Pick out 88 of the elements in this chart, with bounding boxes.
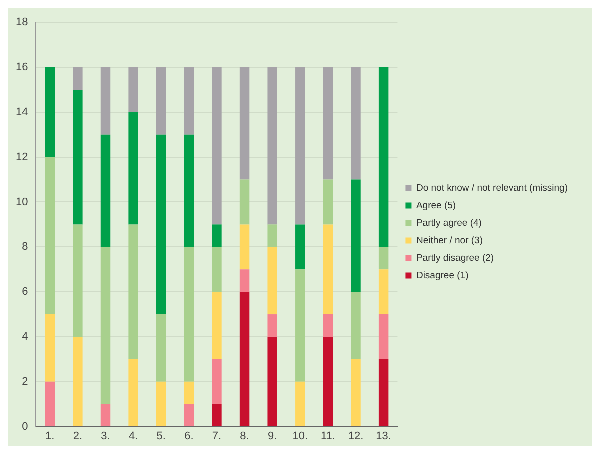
bar xyxy=(212,359,222,404)
bar xyxy=(268,247,278,315)
bar xyxy=(240,292,250,426)
bar xyxy=(212,247,222,292)
x-tick-label: 11. xyxy=(320,430,336,442)
bar xyxy=(378,270,389,315)
bar xyxy=(45,382,56,426)
bar xyxy=(268,336,278,426)
bar xyxy=(128,224,138,360)
bar xyxy=(73,68,83,90)
bar xyxy=(184,382,194,404)
x-tick-label: 9. xyxy=(268,430,278,442)
bar xyxy=(323,314,334,337)
bar xyxy=(351,180,361,292)
y-tick-label: 2 xyxy=(22,376,28,388)
x-tick-label: 6. xyxy=(184,430,194,442)
bar xyxy=(296,68,306,225)
bar xyxy=(212,68,222,225)
bar xyxy=(128,112,138,225)
legend-label: Agree (5) xyxy=(416,200,456,212)
bar xyxy=(351,359,361,426)
bar xyxy=(73,224,83,337)
y-tick-label: 12 xyxy=(16,151,28,164)
bar xyxy=(323,180,334,225)
bar xyxy=(212,224,222,248)
bar xyxy=(351,292,361,360)
y-tick-label: 16 xyxy=(16,62,28,74)
bar xyxy=(296,382,306,426)
bar xyxy=(184,134,194,248)
x-tick-label: 2. xyxy=(73,430,83,442)
bar xyxy=(240,224,250,270)
x-tick-label: 8. xyxy=(240,430,250,442)
bar xyxy=(100,247,111,404)
bar xyxy=(378,314,389,360)
y-tick-label: 6 xyxy=(22,286,28,298)
legend-label: Partly agree (4) xyxy=(416,218,482,229)
x-tick-label: 7. xyxy=(212,430,222,442)
bar xyxy=(268,68,278,225)
y-tick-label: 10 xyxy=(16,196,28,208)
y-tick-label: 4 xyxy=(22,331,28,344)
x-tick-label: 5. xyxy=(156,430,166,442)
bar xyxy=(156,134,166,315)
bar xyxy=(45,157,56,315)
bar xyxy=(323,336,334,426)
x-tick-label: 13. xyxy=(376,430,392,442)
bar xyxy=(378,247,389,270)
bar xyxy=(45,314,56,382)
bar xyxy=(156,314,166,382)
x-tick-label: 4. xyxy=(128,430,138,442)
bar xyxy=(184,404,194,426)
bar xyxy=(212,404,222,426)
bar xyxy=(296,270,306,382)
bar xyxy=(240,68,250,180)
legend-label: Partly disagree (2) xyxy=(416,252,494,264)
bar xyxy=(128,68,138,112)
x-tick-label: 10. xyxy=(292,430,308,442)
bar xyxy=(296,224,306,270)
bar xyxy=(240,270,250,292)
y-tick-label: 8 xyxy=(22,241,28,254)
bar xyxy=(156,68,166,135)
bar xyxy=(378,68,389,248)
legend-label: Disagree (1) xyxy=(416,270,469,282)
bar xyxy=(73,90,83,225)
bar xyxy=(128,359,138,426)
x-tick-label: 12. xyxy=(348,430,364,442)
legend-label: Neither / nor (3) xyxy=(416,235,483,246)
bar xyxy=(184,68,194,135)
y-tick-label: 0 xyxy=(22,420,28,433)
y-tick-label: 18 xyxy=(16,16,28,29)
bar xyxy=(45,68,56,158)
y-tick-label: 14 xyxy=(16,106,28,118)
bar xyxy=(212,292,222,360)
bar xyxy=(156,382,166,426)
bar xyxy=(323,224,334,315)
bar xyxy=(378,359,389,426)
bar xyxy=(184,247,194,382)
bar xyxy=(268,314,278,337)
bar xyxy=(351,68,361,180)
x-tick-label: 3. xyxy=(101,430,110,442)
bar xyxy=(100,134,111,248)
bar xyxy=(240,180,250,225)
bar xyxy=(73,336,83,426)
legend-label: Do not know / not relevant (missing) xyxy=(416,182,568,194)
x-tick-label: 1. xyxy=(46,430,55,442)
bar xyxy=(268,224,278,248)
bar xyxy=(100,68,111,135)
bar xyxy=(323,68,334,180)
bar xyxy=(100,404,111,426)
